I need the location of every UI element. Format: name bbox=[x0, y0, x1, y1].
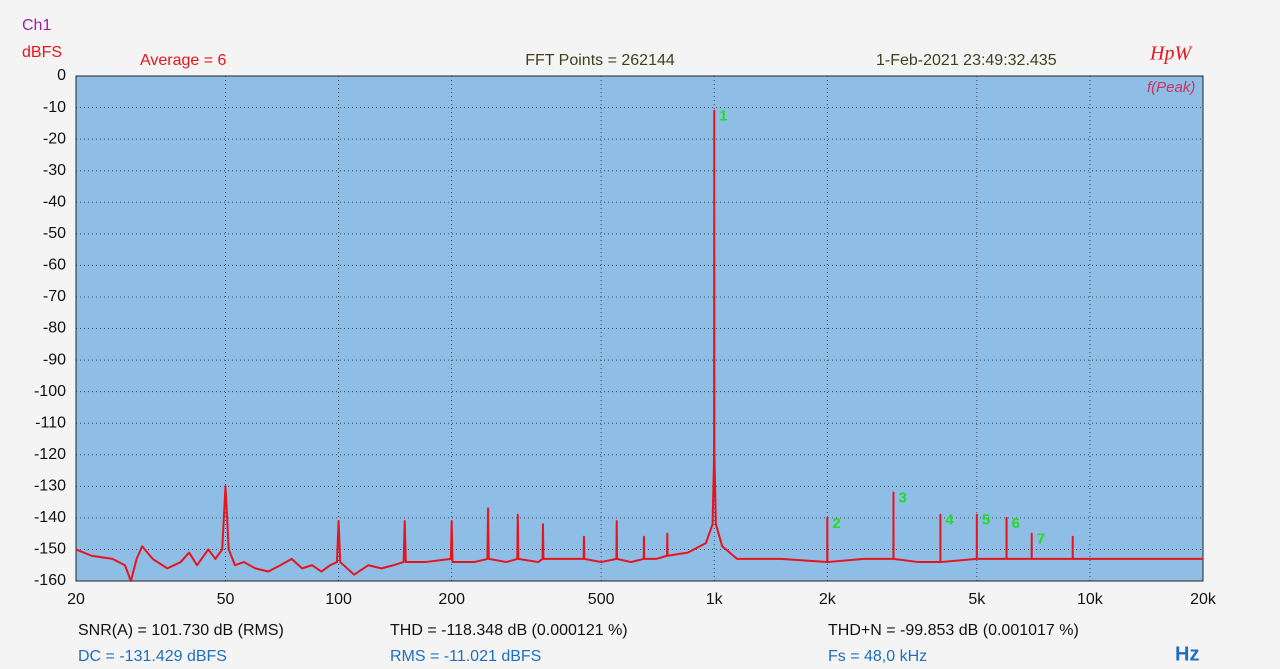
y-tick-label: -100 bbox=[34, 383, 66, 400]
average: Average = 6 bbox=[140, 52, 227, 69]
x-tick-label: 1k bbox=[706, 591, 724, 608]
y-tick-label: -140 bbox=[34, 509, 66, 526]
spectrum-line bbox=[75, 109, 1203, 582]
y-axis-label: dBFS bbox=[22, 44, 62, 61]
y-tick-label: -20 bbox=[43, 130, 66, 147]
measurement: THD = -118.348 dB (0.000121 %) bbox=[390, 622, 628, 639]
y-tick-label: -70 bbox=[43, 288, 66, 305]
x-tick-label: 10k bbox=[1077, 591, 1104, 608]
x-tick-label: 2k bbox=[819, 591, 837, 608]
x-tick-label: 50 bbox=[217, 591, 235, 608]
peak-label: 4 bbox=[945, 512, 954, 529]
plot-frame bbox=[75, 75, 1204, 582]
peak-label: 3 bbox=[898, 490, 906, 507]
mode: f(Peak) bbox=[1147, 79, 1195, 96]
y-tick-label: -50 bbox=[43, 225, 66, 242]
fft-points: FFT Points = 262144 bbox=[525, 52, 675, 69]
x-tick-label: 100 bbox=[325, 591, 352, 608]
y-tick-label: -110 bbox=[35, 414, 66, 431]
y-tick-label: -30 bbox=[43, 162, 66, 179]
y-tick-label: -160 bbox=[34, 572, 66, 589]
y-tick-label: -80 bbox=[43, 320, 66, 337]
timestamp: 1-Feb-2021 23:49:32.435 bbox=[876, 52, 1057, 69]
peak-label: 5 bbox=[982, 512, 990, 529]
measurement: Fs = 48,0 kHz bbox=[828, 648, 927, 665]
peak-label: 2 bbox=[832, 515, 840, 532]
y-tick-label: -150 bbox=[34, 541, 66, 558]
x-tick-label: 5k bbox=[968, 591, 986, 608]
y-tick-label: -90 bbox=[43, 351, 66, 368]
measurement: DC = -131.429 dBFS bbox=[78, 648, 227, 665]
y-tick-label: 0 bbox=[57, 67, 66, 84]
measurement: SNR(A) = 101.730 dB (RMS) bbox=[78, 622, 284, 639]
x-axis-label: Hz bbox=[1175, 643, 1199, 665]
y-tick-label: -10 bbox=[43, 99, 66, 116]
y-tick-label: -120 bbox=[34, 446, 66, 463]
brand: HpW bbox=[1149, 43, 1193, 65]
y-tick-label: -130 bbox=[34, 478, 66, 495]
x-tick-label: 200 bbox=[438, 591, 465, 608]
y-tick-label: -60 bbox=[43, 257, 66, 274]
y-tick-label: -40 bbox=[43, 193, 66, 210]
channel: Ch1 bbox=[22, 17, 51, 34]
x-tick-label: 20 bbox=[67, 591, 85, 608]
x-tick-label: 500 bbox=[588, 591, 615, 608]
plot-area bbox=[76, 76, 1203, 581]
x-tick-label: 20k bbox=[1190, 591, 1217, 608]
measurement: THD+N = -99.853 dB (0.001017 %) bbox=[828, 622, 1079, 639]
peak-label: 7 bbox=[1037, 531, 1045, 548]
peak-label: 1 bbox=[719, 108, 727, 125]
measurement: RMS = -11.021 dBFS bbox=[390, 648, 541, 665]
peak-label: 6 bbox=[1012, 515, 1020, 532]
